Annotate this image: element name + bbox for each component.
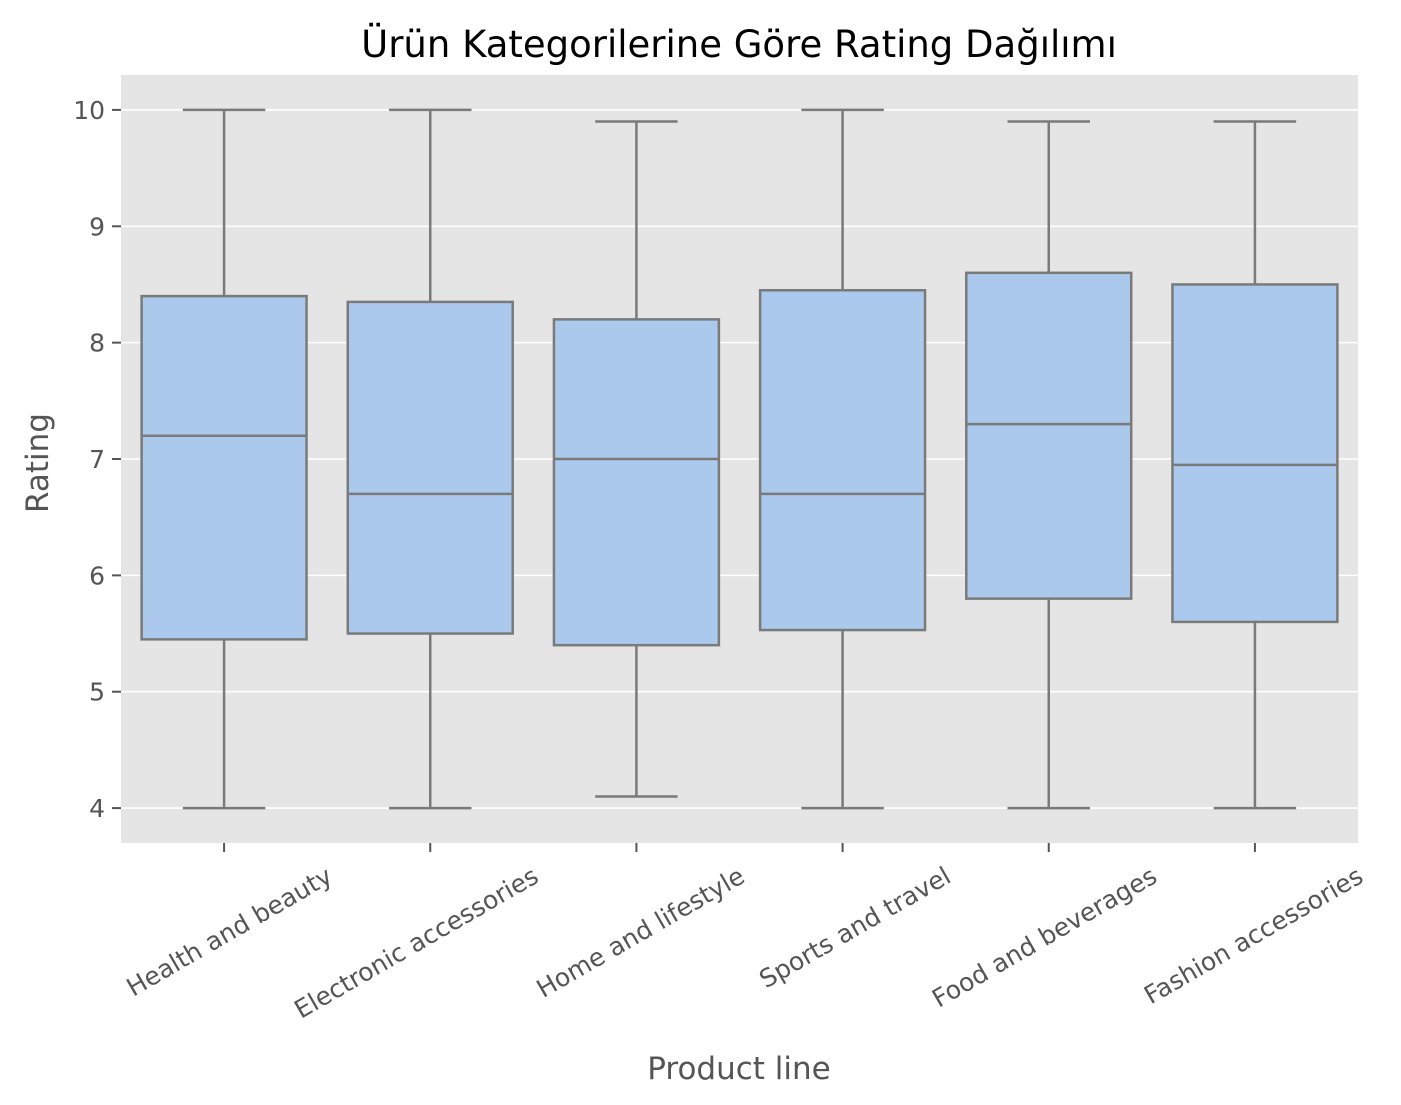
- x-tick-label: Food and beverages: [927, 861, 1162, 1013]
- iqr-box: [140, 294, 308, 641]
- y-tick-label: 7: [89, 445, 105, 474]
- y-tick-label: 6: [89, 561, 105, 590]
- x-tick-label: Sports and travel: [754, 861, 955, 994]
- y-tick-label: 10: [73, 96, 105, 125]
- y-tick-label: 5: [89, 678, 105, 707]
- y-tick-label: 4: [89, 794, 105, 823]
- box-group: [1171, 120, 1339, 810]
- iqr-box: [552, 318, 721, 647]
- box-group: [758, 108, 927, 810]
- y-axis-ticks: 4 5 6 7 8 9 10: [73, 96, 121, 823]
- x-tick-label: Home and lifestyle: [532, 861, 750, 1004]
- x-tick-label: Fashion accessories: [1139, 861, 1368, 1010]
- y-axis-label: Rating: [20, 413, 56, 513]
- iqr-box: [346, 300, 514, 635]
- box-group: [140, 108, 308, 810]
- y-tick-label: 9: [89, 212, 105, 241]
- iqr-box: [758, 289, 927, 632]
- grid-lines: [121, 109, 1358, 809]
- x-axis-label: Product line: [647, 1051, 831, 1087]
- iqr-box: [1171, 283, 1339, 624]
- box-group: [965, 120, 1133, 810]
- chart-title: Ürün Kategorilerine Göre Rating Dağılımı: [361, 23, 1117, 66]
- box-group: [552, 120, 721, 798]
- iqr-box: [965, 271, 1133, 600]
- boxes: [140, 108, 1339, 810]
- y-tick-label: 8: [89, 329, 105, 358]
- x-tick-label: Health and beauty: [122, 861, 338, 1002]
- box-group: [346, 108, 514, 810]
